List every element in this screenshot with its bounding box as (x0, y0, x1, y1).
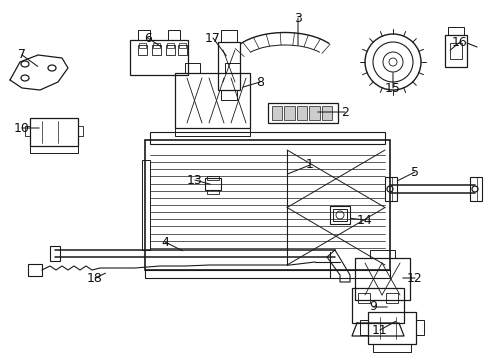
Bar (221, 90, 237, 100)
Text: 12: 12 (407, 271, 423, 284)
Bar (386, 293, 398, 303)
Text: 4: 4 (161, 235, 169, 248)
Text: 13: 13 (187, 174, 203, 186)
Bar (445, 35, 467, 67)
Bar (138, 45, 147, 55)
Bar (130, 40, 188, 75)
Bar (166, 45, 175, 55)
Text: 9: 9 (369, 301, 377, 314)
Bar (272, 106, 282, 120)
Bar (225, 63, 240, 73)
Bar (221, 30, 237, 42)
Text: 1: 1 (306, 158, 314, 171)
Bar (30, 146, 78, 153)
Bar (145, 140, 390, 270)
Bar (175, 128, 250, 136)
Text: 18: 18 (87, 271, 103, 284)
Bar (138, 30, 150, 40)
Bar (25, 126, 30, 136)
Text: 5: 5 (411, 166, 419, 179)
Bar (330, 206, 350, 224)
Bar (142, 160, 150, 250)
Bar (168, 30, 180, 40)
Text: 7: 7 (18, 49, 26, 62)
Bar (360, 320, 368, 335)
Bar (178, 45, 187, 55)
Bar (450, 43, 462, 59)
Text: 14: 14 (357, 213, 373, 226)
Bar (139, 43, 146, 48)
Bar (30, 118, 78, 146)
Bar (268, 103, 338, 123)
Bar (218, 42, 240, 90)
Text: 2: 2 (341, 105, 349, 118)
Bar (207, 190, 219, 194)
Bar (385, 177, 397, 201)
Bar (416, 320, 424, 335)
Bar (145, 270, 390, 278)
Bar (152, 45, 161, 55)
Bar (470, 177, 482, 201)
Bar (50, 246, 60, 261)
Bar (448, 27, 464, 35)
Text: 8: 8 (256, 76, 264, 89)
Bar (284, 106, 295, 120)
Bar (297, 106, 307, 120)
Bar (309, 106, 319, 120)
Bar (78, 126, 83, 136)
Bar (179, 43, 186, 48)
Bar (153, 43, 160, 48)
Bar (373, 344, 411, 352)
Bar (370, 250, 395, 258)
Bar (175, 73, 250, 128)
Bar (368, 312, 416, 344)
Bar (352, 288, 404, 323)
Bar (205, 178, 221, 190)
Bar (28, 264, 42, 276)
Bar (358, 293, 370, 303)
Text: 11: 11 (372, 324, 388, 337)
Bar (355, 258, 410, 300)
Bar (333, 209, 347, 221)
Text: 6: 6 (144, 31, 152, 45)
Text: 16: 16 (452, 36, 468, 49)
Bar (207, 176, 219, 180)
Bar (167, 43, 174, 48)
Bar (150, 132, 385, 144)
Text: 3: 3 (294, 12, 302, 24)
Text: 17: 17 (205, 31, 221, 45)
Bar (185, 63, 200, 73)
Text: 10: 10 (14, 122, 30, 135)
Bar (321, 106, 332, 120)
Text: 15: 15 (385, 81, 401, 94)
